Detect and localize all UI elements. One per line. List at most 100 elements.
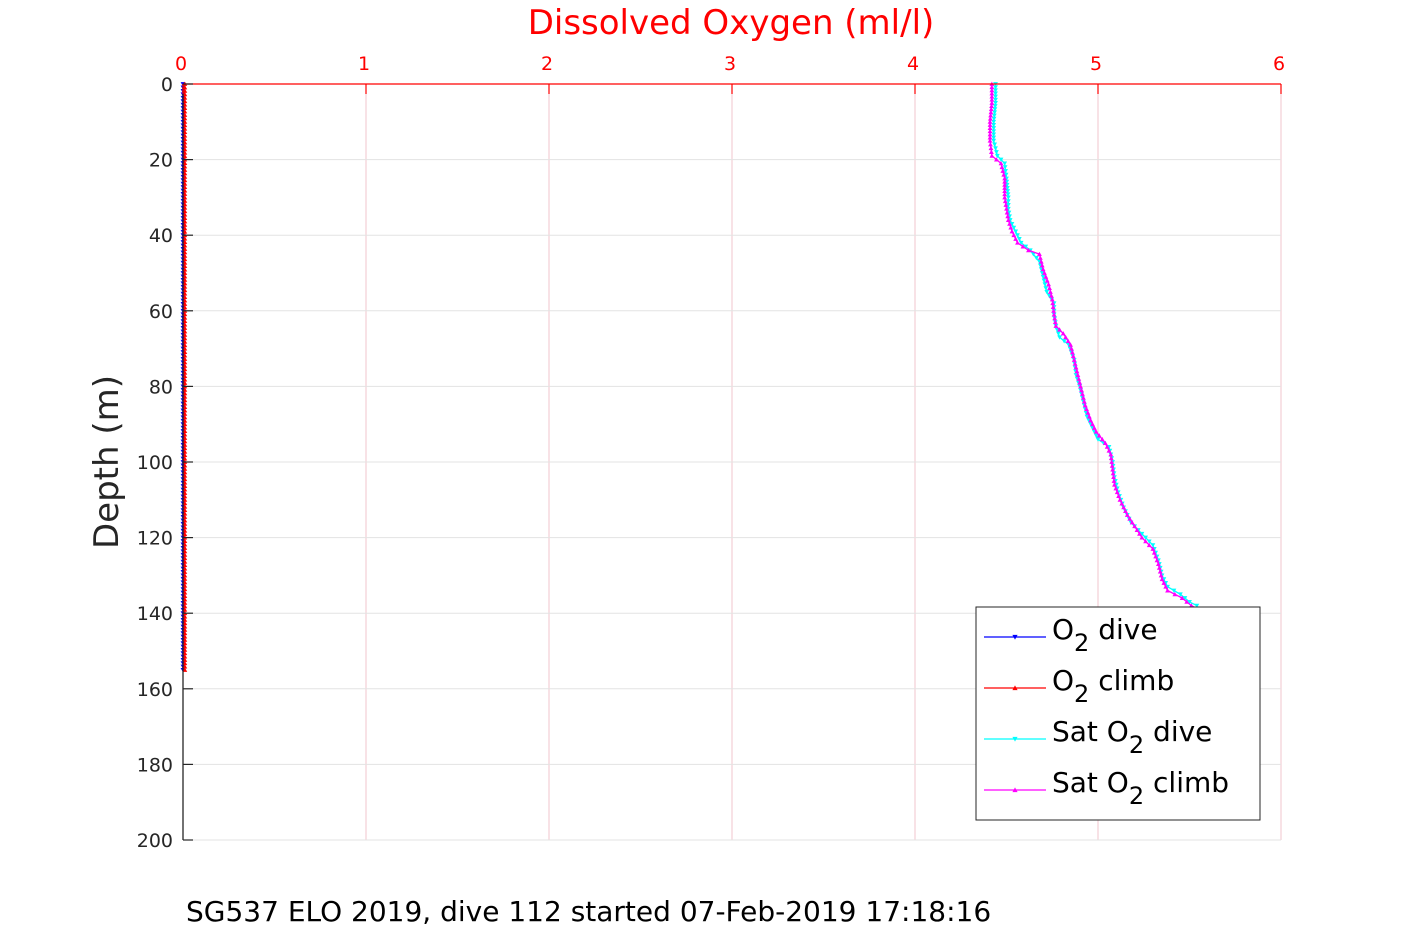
- y-tick-label: 140: [137, 603, 173, 625]
- sat_climb-marker: [1048, 289, 1053, 294]
- sat_climb-marker: [1069, 346, 1074, 351]
- sat_climb-marker: [1001, 172, 1007, 177]
- sat_climb-marker: [988, 106, 994, 112]
- legend-marker: [1012, 634, 1018, 640]
- sat_climb-marker: [1157, 569, 1163, 574]
- sat_climb-marker: [1063, 334, 1069, 340]
- sat_climb-marker: [1002, 191, 1008, 197]
- sat_climb-marker: [1040, 266, 1046, 272]
- sat_climb-marker: [1069, 349, 1075, 355]
- sat_dive-marker: [993, 91, 998, 96]
- sat_dive-marker: [1057, 335, 1062, 340]
- sat_climb-marker: [1044, 278, 1050, 283]
- sat_dive-marker: [991, 123, 997, 128]
- y-tick-label: 0: [161, 74, 173, 96]
- sat_dive-marker: [993, 97, 998, 103]
- sat_dive-marker: [1033, 255, 1039, 261]
- legend-marker: [1012, 736, 1018, 742]
- sat_climb-marker: [1008, 225, 1014, 230]
- sat_climb-marker: [1188, 603, 1194, 608]
- sat_climb-marker: [1085, 410, 1091, 415]
- sat_climb-marker: [989, 91, 995, 96]
- sat_climb-marker: [1127, 516, 1133, 521]
- sat_climb-marker: [994, 157, 999, 162]
- sat_dive-marker: [992, 110, 998, 115]
- sat_climb-marker: [1110, 470, 1116, 476]
- sat_dive-marker: [1084, 414, 1090, 420]
- sat_dive-marker: [1005, 203, 1011, 208]
- sat_climb-marker: [1065, 338, 1071, 343]
- y-tick-label: 40: [149, 225, 173, 247]
- sat_dive-marker: [1043, 286, 1049, 291]
- x-tick-label: 1: [358, 53, 370, 75]
- sat_dive-marker: [1044, 289, 1050, 295]
- sat_dive-marker: [1005, 199, 1011, 204]
- sat_climb-marker: [989, 87, 995, 93]
- sat_climb-marker: [1153, 554, 1159, 559]
- sat_climb-marker: [1093, 429, 1099, 434]
- sat_dive-marker: [1042, 282, 1048, 287]
- y-tick-label: 100: [137, 452, 173, 474]
- sat_climb-marker: [1026, 247, 1031, 253]
- legend-label: O2 climb: [1052, 664, 1174, 708]
- sat_climb-marker: [988, 109, 994, 115]
- sat_climb-marker: [1111, 474, 1116, 480]
- sat_dive-marker: [991, 113, 997, 118]
- sat_climb-marker: [1038, 259, 1044, 264]
- sat_climb-marker: [1007, 221, 1012, 226]
- legend-item-o2_climb: O2 climb: [984, 664, 1174, 708]
- sat_dive-marker: [1005, 189, 1011, 194]
- sat_climb-marker: [1108, 452, 1114, 457]
- sat_climb-marker: [1053, 323, 1059, 328]
- x-tick-label: 6: [1273, 53, 1285, 75]
- legend: O2 dive O2 climb Sat O2 dive Sat O2 climb: [975, 606, 1261, 821]
- sat_climb-marker: [1002, 195, 1008, 200]
- sat_dive-marker: [1171, 588, 1177, 593]
- sat_dive-marker: [1011, 225, 1017, 231]
- sat_climb-line: [989, 84, 1199, 610]
- sat_climb-marker: [1109, 459, 1115, 464]
- sat_climb-marker: [1076, 376, 1082, 381]
- sat_dive-marker: [1009, 221, 1015, 227]
- sat_dive-marker: [991, 129, 997, 134]
- sat_dive-marker: [1187, 599, 1192, 605]
- sat_climb-marker: [999, 164, 1005, 170]
- sat_climb-marker: [1070, 353, 1076, 359]
- legend-marker: [1012, 685, 1018, 691]
- sat_dive-marker: [1003, 172, 1009, 178]
- sat_climb-marker: [1091, 425, 1097, 430]
- y-tick-label: 120: [137, 528, 173, 550]
- legend-marker: [1012, 787, 1018, 793]
- sat_dive-marker: [1041, 278, 1047, 283]
- sat_climb-marker: [1172, 591, 1178, 597]
- sat_climb-marker: [989, 103, 994, 108]
- sat_dive-marker: [993, 94, 998, 99]
- sat_dive-marker: [993, 100, 998, 106]
- sat_climb-marker: [1151, 550, 1157, 555]
- legend-label: Sat O2 dive: [1052, 715, 1212, 759]
- sat_climb-marker: [1072, 361, 1078, 366]
- sat_climb-marker: [998, 160, 1004, 166]
- sat_climb-marker: [987, 125, 993, 131]
- sat_dive-marker: [1194, 603, 1200, 609]
- sat_climb-marker: [989, 94, 995, 99]
- sat_climb-marker: [1002, 198, 1008, 204]
- x-tick-label: 4: [907, 53, 919, 75]
- sat_climb-marker: [1102, 440, 1108, 446]
- sat_climb-marker: [1051, 312, 1057, 317]
- sat_climb-marker: [1015, 240, 1020, 245]
- sat_climb-marker: [1060, 331, 1066, 336]
- sat_climb-marker: [1052, 319, 1058, 325]
- sat_dive-marker: [1015, 233, 1020, 238]
- sat_climb-marker: [1051, 308, 1057, 313]
- sat_climb-marker: [1002, 182, 1008, 187]
- sat_climb-marker: [1112, 482, 1117, 487]
- sat_dive-marker: [1023, 244, 1029, 249]
- sat_climb-marker: [1049, 297, 1055, 302]
- sat_climb-series: [987, 81, 1202, 612]
- series-layer: [180, 81, 1202, 673]
- sat_climb-marker: [1037, 251, 1042, 257]
- y-tick-label: 160: [137, 679, 173, 701]
- sat_climb-marker: [1079, 387, 1084, 393]
